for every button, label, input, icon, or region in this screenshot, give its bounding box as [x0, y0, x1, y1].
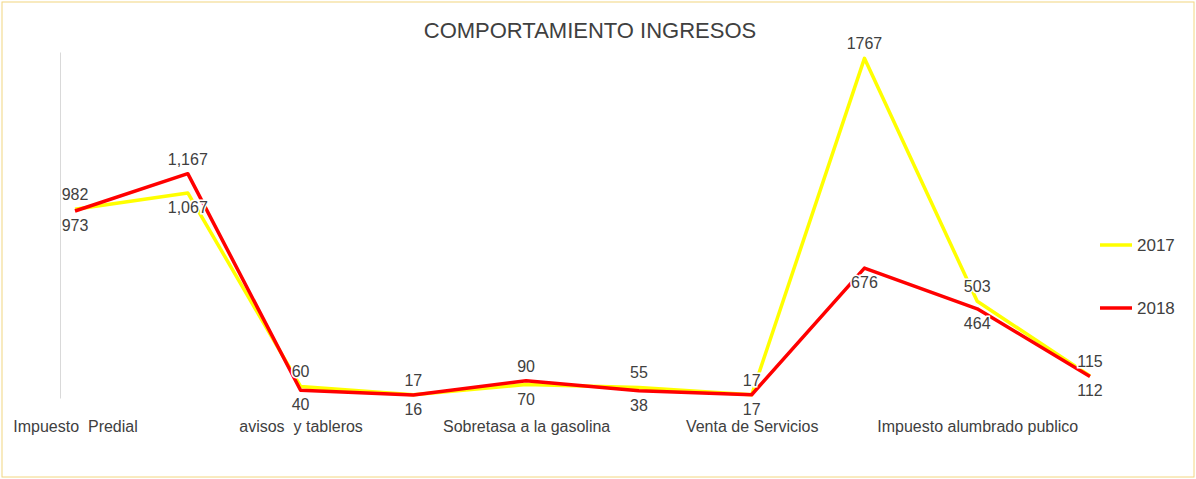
data-labels: 982 973 1,167 1,067 60 40 17 16 90 70 55 38 17 17 1767…: [62, 35, 1103, 418]
data-label: 60: [292, 363, 310, 380]
x-tick-label: avisos y tableros: [239, 418, 363, 435]
plot-area: [75, 58, 1090, 395]
line-2017: [75, 58, 1090, 394]
legend-swatch: [1100, 306, 1132, 310]
x-tick-label: Impuesto Predial: [13, 418, 138, 435]
data-label: 1767: [847, 35, 883, 52]
x-tick-label: Impuesto alumbrado publico: [877, 418, 1078, 435]
data-label: 1,167: [168, 151, 208, 168]
legend-label: 2017: [1137, 236, 1175, 255]
x-tick-label: Venta de Servicios: [686, 418, 819, 435]
line-2018: [75, 174, 1090, 395]
x-tick: Impuesto alumbrado publico: [877, 418, 1078, 435]
data-label: 112: [1077, 382, 1103, 399]
title: COMPORTAMIENTO INGRESOS: [424, 18, 756, 43]
x-axis: Impuesto Predial avisos y tableros Sobreta…: [13, 418, 1090, 435]
data-label: 90: [517, 358, 535, 375]
data-label: 1,067: [168, 199, 208, 216]
x-tick: avisos y tableros: [239, 418, 363, 435]
legend: 2017 2018: [1100, 236, 1175, 318]
x-tick: Impuesto Predial: [13, 418, 138, 435]
chart: COMPORTAMIENTO INGRESOS Impuesto Predial a…: [0, 0, 1196, 479]
data-label: 17: [743, 401, 761, 418]
data-label: 973: [62, 217, 89, 234]
data-label: 17: [743, 372, 761, 389]
legend-swatch: [1100, 243, 1132, 247]
data-label: 16: [404, 401, 422, 418]
x-tick: Sobretasa a la gasolina: [443, 418, 610, 435]
data-label: 676: [851, 274, 878, 291]
data-label: 70: [517, 391, 535, 408]
x-tick-label: Sobretasa a la gasolina: [443, 418, 610, 435]
data-label: 115: [1077, 353, 1103, 370]
data-label: 55: [630, 364, 648, 381]
data-label: 17: [404, 372, 422, 389]
data-label: 38: [630, 397, 648, 414]
chart-frame: [2, 2, 1194, 477]
data-label: 982: [62, 186, 89, 203]
data-label: 503: [964, 278, 991, 295]
data-label: 464: [964, 315, 991, 332]
legend-label: 2018: [1137, 299, 1175, 318]
x-tick: Venta de Servicios: [686, 418, 819, 435]
data-label: 40: [292, 396, 310, 413]
